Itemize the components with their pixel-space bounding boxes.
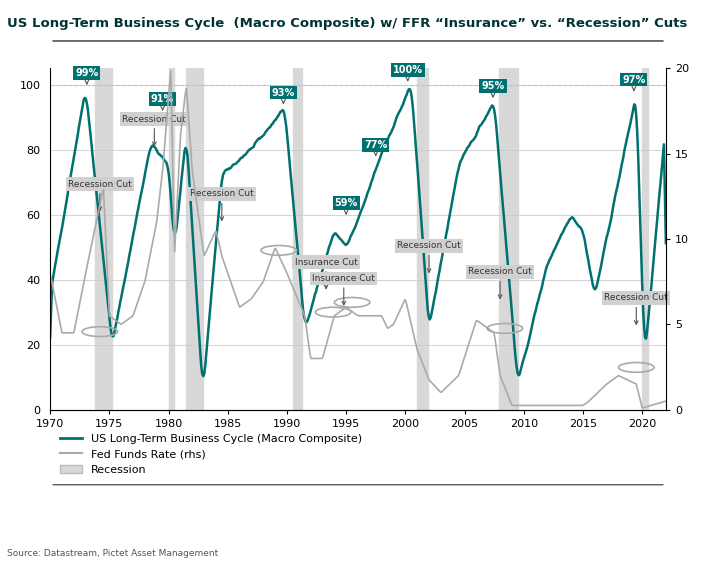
Text: Recession Cut: Recession Cut: [604, 294, 668, 324]
Text: Recession Cut: Recession Cut: [397, 241, 461, 273]
Bar: [168, 68, 175, 410]
Text: US Long-Term Business Cycle  (Macro Composite) w/ FFR “Insurance” vs. “Recession: US Long-Term Business Cycle (Macro Compo…: [7, 17, 687, 30]
Bar: [95, 68, 112, 410]
Text: Recession Cut: Recession Cut: [68, 180, 132, 211]
Text: Recession Cut: Recession Cut: [468, 267, 532, 298]
Text: Insurance Cut: Insurance Cut: [312, 274, 375, 305]
Text: 93%: 93%: [272, 88, 295, 104]
Text: 59%: 59%: [334, 198, 358, 214]
Bar: [417, 68, 428, 410]
Text: Recession Cut: Recession Cut: [190, 189, 253, 220]
Text: 77%: 77%: [364, 139, 387, 155]
Bar: [186, 68, 203, 410]
Text: 97%: 97%: [622, 75, 646, 90]
Bar: [499, 68, 518, 410]
Text: 99%: 99%: [75, 68, 99, 84]
Text: 95%: 95%: [481, 81, 505, 97]
Legend: US Long-Term Business Cycle (Macro Composite), Fed Funds Rate (rhs), Recession: US Long-Term Business Cycle (Macro Compo…: [56, 429, 367, 479]
Text: Insurance Cut: Insurance Cut: [294, 258, 357, 288]
Text: Recession Cut: Recession Cut: [122, 114, 186, 146]
Bar: [293, 68, 301, 410]
Text: 91%: 91%: [151, 94, 174, 110]
Bar: [642, 68, 648, 410]
Text: Source: Datastream, Pictet Asset Management: Source: Datastream, Pictet Asset Managem…: [7, 549, 218, 558]
Text: 100%: 100%: [393, 65, 422, 81]
